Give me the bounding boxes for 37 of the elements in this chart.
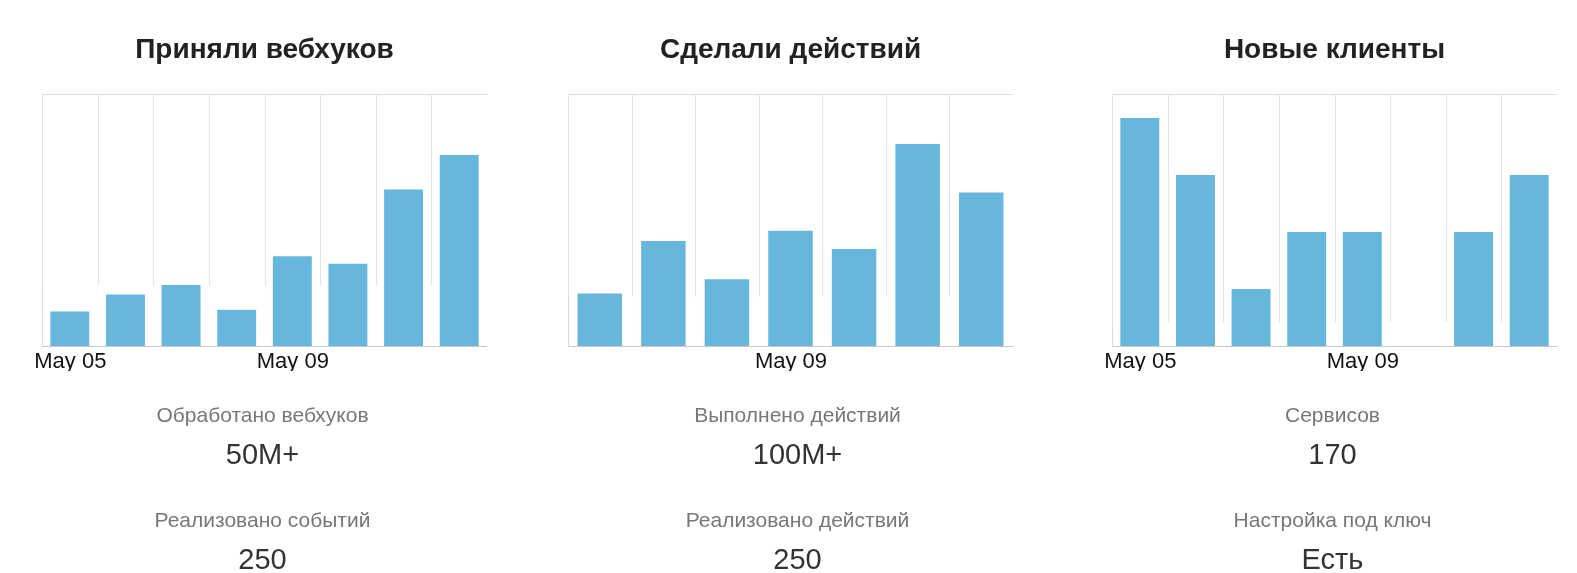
- bar: [50, 311, 90, 346]
- bar: [1287, 232, 1327, 346]
- bar: [1454, 232, 1494, 346]
- bar: [272, 256, 312, 346]
- text: Реализовано событий: [153, 507, 372, 533]
- bar: [439, 155, 479, 346]
- text: 50M+: [224, 437, 301, 472]
- bar: [1175, 175, 1215, 346]
- text: Есть: [1300, 542, 1365, 573]
- bar: [704, 279, 750, 346]
- chart-title: Приняли вебхуков: [135, 33, 394, 64]
- chart-title: Новые клиенты: [1223, 33, 1446, 64]
- bar: [1509, 175, 1549, 346]
- bar: [105, 294, 145, 346]
- text: 170: [1307, 437, 1358, 472]
- bar: [577, 293, 623, 346]
- bar: [217, 309, 257, 346]
- bar: [328, 263, 368, 346]
- text: 100M+: [751, 437, 844, 472]
- text: Сервисов: [1284, 402, 1381, 428]
- bar: [1120, 118, 1160, 346]
- text: Реализовано действий: [684, 507, 911, 533]
- bar: [895, 144, 940, 346]
- bar: [958, 192, 1004, 346]
- bar: [831, 249, 877, 346]
- bar: [768, 230, 813, 346]
- text: 250: [237, 542, 288, 573]
- text: Выполнено действий: [693, 402, 902, 428]
- chart-title: Сделали действий: [659, 33, 922, 64]
- text: Настройка под ключ: [1232, 507, 1433, 533]
- bar: [161, 284, 201, 346]
- bar: [1342, 232, 1382, 346]
- bar: [641, 240, 686, 346]
- bar: [1231, 289, 1271, 346]
- text: Обработано вебхуков: [155, 402, 370, 428]
- text: 250: [772, 542, 823, 573]
- bar: [384, 189, 424, 346]
